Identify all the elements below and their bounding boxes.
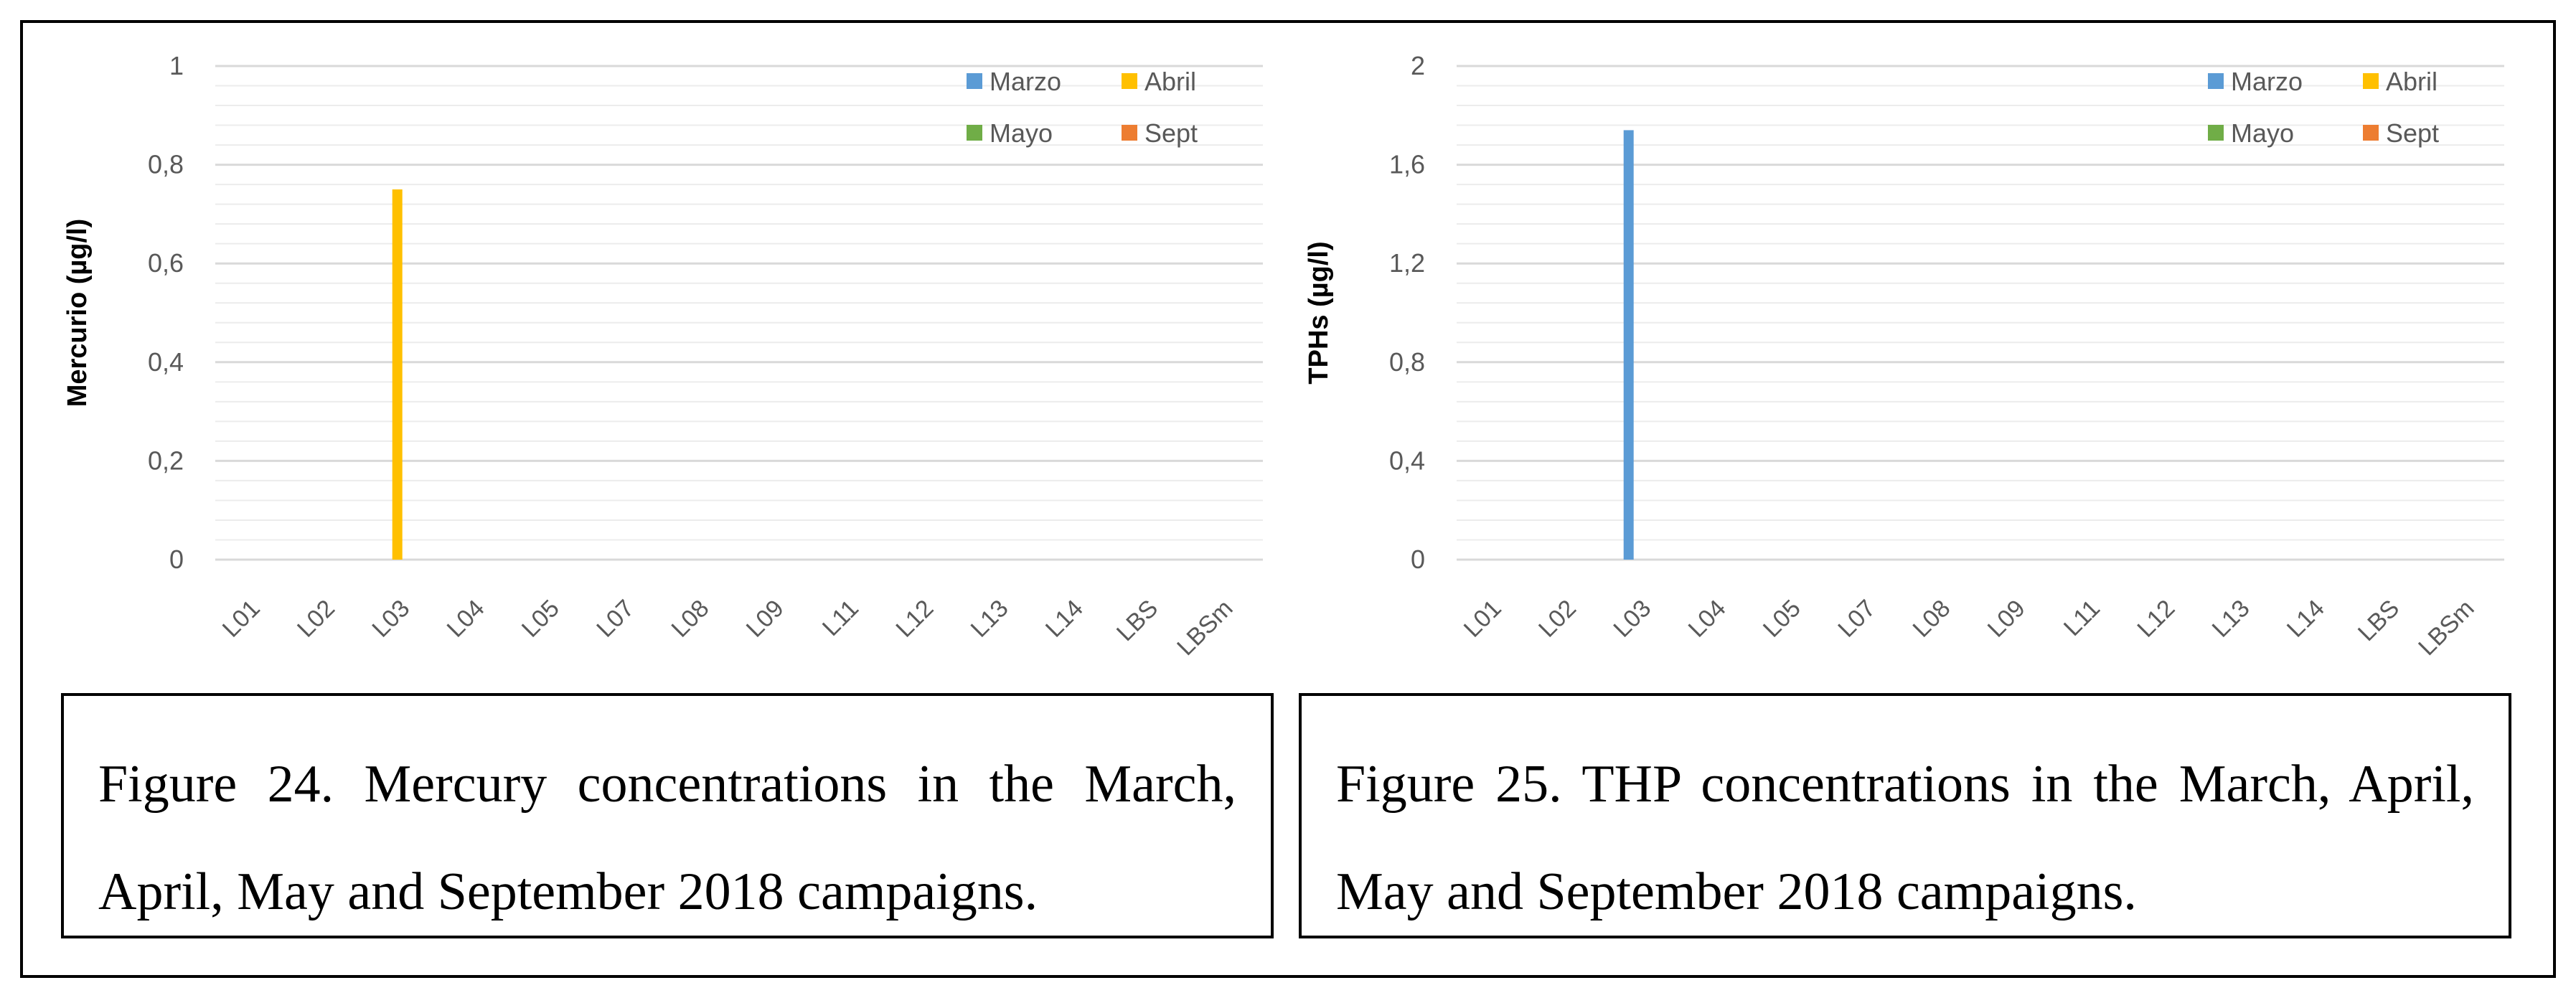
- bars: [392, 189, 403, 560]
- legend-swatch-sept: [2363, 125, 2379, 141]
- figure-24-caption-box: Figure 24. Mercury concentrations in the…: [61, 693, 1274, 938]
- x-tick-label: L05: [517, 595, 565, 643]
- figure-25-caption: Figure 25. THP concentrations in the Mar…: [1336, 755, 2474, 921]
- x-tick-label: L09: [1983, 595, 2031, 643]
- y-tick-label: 0: [1411, 545, 1425, 574]
- legend: Marzo Abril Mayo Sept: [2208, 67, 2439, 148]
- x-tick-label: L11: [2059, 595, 2105, 641]
- minor-gridlines: [215, 85, 1263, 541]
- bar-abril-l03: [392, 189, 403, 560]
- x-tick-label: L12: [2132, 595, 2180, 643]
- tphs-chart: 0 0,4 0,8 1,2 1,6 2 TPHs (µg/l) L01 L02 L03 L04 L05…: [1304, 51, 2504, 661]
- x-tick-label: L08: [667, 595, 715, 643]
- x-tick-label: L08: [1908, 595, 1956, 643]
- x-tick-label: L03: [367, 595, 415, 643]
- minor-gridlines: [1457, 85, 2504, 541]
- x-tick-label: L13: [2207, 595, 2255, 643]
- bar-marzo-l03: [1623, 130, 1634, 560]
- x-tick-label: L13: [966, 595, 1014, 643]
- x-tick-label: LBS: [1111, 595, 1163, 646]
- figure-24-caption: Figure 24. Mercury concentrations in the…: [98, 755, 1236, 921]
- figure-25-caption-box: Figure 25. THP concentrations in the Mar…: [1299, 693, 2511, 938]
- legend-swatch-marzo: [967, 73, 982, 89]
- legend-swatch-sept: [1122, 125, 1137, 141]
- legend-label-sept: Sept: [1144, 118, 1198, 148]
- x-tick-label: L04: [442, 595, 490, 643]
- y-tick-label: 1: [169, 51, 184, 80]
- legend-swatch-mayo: [967, 125, 982, 141]
- legend: Marzo Abril Mayo Sept: [967, 67, 1198, 148]
- y-tick-label: 0,4: [1389, 446, 1425, 475]
- legend-swatch-abril: [1122, 73, 1137, 89]
- x-tick-label: L02: [1533, 595, 1581, 643]
- x-tick-label: L12: [890, 595, 939, 643]
- y-tick-label: 0,4: [148, 347, 184, 377]
- major-gridlines: [215, 65, 1263, 561]
- x-tick-label: L02: [292, 595, 340, 643]
- legend-label-abril: Abril: [2386, 67, 2438, 96]
- x-tick-label: LBSm: [1172, 595, 1238, 661]
- x-tick-label: L14: [1040, 595, 1089, 643]
- y-tick-label: 0,8: [1389, 347, 1425, 377]
- y-tick-label: 0,2: [148, 446, 184, 475]
- x-tick-label: LBS: [2353, 595, 2405, 646]
- mercury-chart: 0 0,2 0,4 0,6 0,8 1 Mercurio (µg/l) L01 L02 L03 L0…: [62, 51, 1263, 661]
- major-gridlines: [1457, 65, 2504, 561]
- y-tick-label: 1,2: [1389, 248, 1425, 278]
- x-tick-label: L14: [2282, 595, 2330, 643]
- legend-swatch-marzo: [2208, 73, 2224, 89]
- x-tick-label: L11: [817, 595, 864, 641]
- bars: [1623, 130, 1634, 560]
- x-tick-label: L09: [741, 595, 789, 643]
- x-tick-label: L01: [217, 595, 265, 643]
- legend-label-marzo: Marzo: [989, 67, 1061, 96]
- y-tick-label: 1,6: [1389, 150, 1425, 179]
- y-tick-label: 0,6: [148, 248, 184, 278]
- y-axis-label: TPHs (µg/l): [1304, 241, 1334, 384]
- y-tick-label: 0,8: [148, 150, 184, 179]
- legend-swatch-mayo: [2208, 125, 2224, 141]
- x-tick-label: L07: [591, 595, 639, 643]
- legend-label-sept: Sept: [2386, 118, 2439, 148]
- x-tick-label: L04: [1683, 595, 1731, 643]
- x-tick-label: LBSm: [2413, 595, 2479, 661]
- legend-label-abril: Abril: [1144, 67, 1196, 96]
- x-tick-label: L03: [1608, 595, 1656, 643]
- x-tick-label: L07: [1833, 595, 1881, 643]
- y-axis-label: Mercurio (µg/l): [62, 219, 93, 408]
- legend-swatch-abril: [2363, 73, 2379, 89]
- y-tick-label: 2: [1411, 51, 1425, 80]
- x-tick-label: L05: [1758, 595, 1806, 643]
- legend-label-mayo: Mayo: [989, 118, 1053, 148]
- x-tick-label: L01: [1459, 595, 1507, 643]
- legend-label-marzo: Marzo: [2231, 67, 2303, 96]
- y-tick-label: 0: [169, 545, 184, 574]
- legend-label-mayo: Mayo: [2231, 118, 2294, 148]
- figure-frame: [20, 20, 2556, 978]
